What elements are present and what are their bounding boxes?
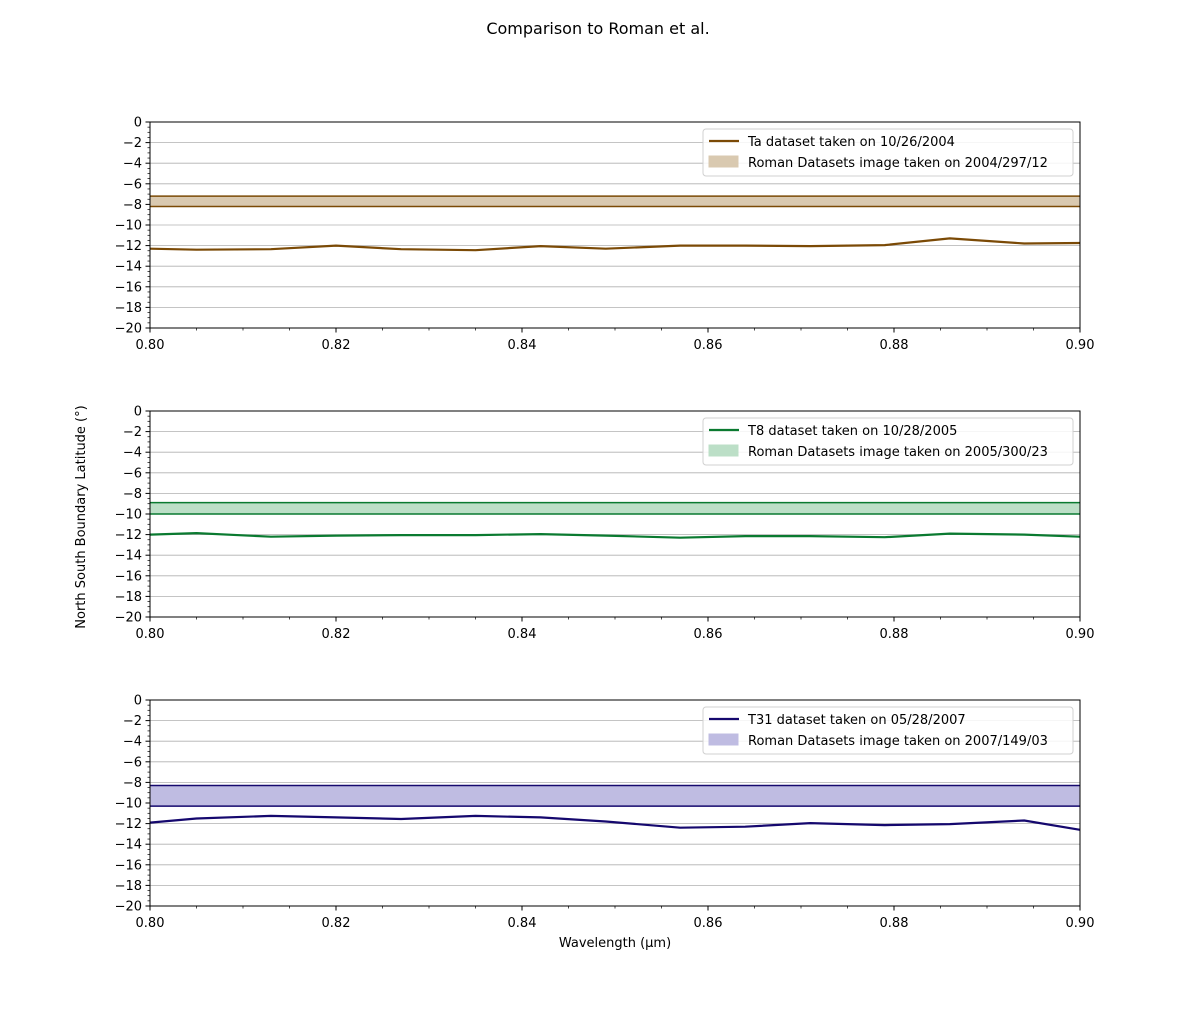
ta-ytick-label: −4 [123, 157, 142, 172]
ta-ytick-label: −8 [123, 198, 142, 213]
t31-ytick-label: −6 [123, 755, 142, 770]
t31-legend-series-label: T31 dataset taken on 05/28/2007 [747, 713, 966, 728]
t8-ytick-label: −2 [123, 425, 142, 440]
ta-legend-band-label: Roman Datasets image taken on 2004/297/1… [748, 156, 1048, 171]
t31-ytick-label: −4 [123, 735, 142, 750]
ta-xtick-label: 0.90 [1066, 338, 1095, 353]
t31-xtick-label: 0.88 [880, 916, 909, 931]
t31-ytick-label: −16 [115, 858, 142, 873]
ta-ytick-label: 0 [134, 116, 142, 131]
ta-ytick-label: −20 [115, 322, 142, 337]
t31-legend-band-label: Roman Datasets image taken on 2007/149/0… [748, 734, 1048, 749]
t31-ytick-label: −18 [115, 879, 142, 894]
ta-legend-band-swatch [709, 156, 738, 167]
t8-ytick-label: −16 [115, 569, 142, 584]
t31-ytick-label: −2 [123, 714, 142, 729]
ta-xtick-label: 0.86 [694, 338, 723, 353]
t8-ytick-label: −20 [115, 611, 142, 626]
t31-xtick-label: 0.86 [694, 916, 723, 931]
t8-ytick-label: −6 [123, 466, 142, 481]
x-axis-label: Wavelength (μm) [559, 936, 671, 951]
figure-title: Comparison to Roman et al. [486, 19, 709, 38]
ta-xtick-label: 0.80 [136, 338, 165, 353]
t31-xtick-label: 0.80 [136, 916, 165, 931]
t31-ytick-label: −12 [115, 817, 142, 832]
y-axis-label: North South Boundary Latitude (°) [74, 405, 89, 628]
ta-ytick-label: −12 [115, 239, 142, 254]
t8-ytick-label: −12 [115, 528, 142, 543]
ta-ytick-label: −18 [115, 301, 142, 316]
t8-ytick-label: −18 [115, 590, 142, 605]
t31-xtick-label: 0.84 [508, 916, 537, 931]
t8-xtick-label: 0.88 [880, 627, 909, 642]
ta-xtick-label: 0.82 [322, 338, 351, 353]
t8-ytick-label: −8 [123, 487, 142, 502]
t31-xtick-label: 0.82 [322, 916, 351, 931]
ta-ytick-label: −10 [115, 219, 142, 234]
t8-ytick-label: 0 [134, 405, 142, 420]
t8-xtick-label: 0.80 [136, 627, 165, 642]
ta-ytick-label: −6 [123, 177, 142, 192]
t8-xtick-label: 0.84 [508, 627, 537, 642]
t31-ytick-label: −20 [115, 900, 142, 915]
t31-ytick-label: −14 [115, 838, 142, 853]
ta-xtick-label: 0.84 [508, 338, 537, 353]
t8-legend-band-label: Roman Datasets image taken on 2005/300/2… [748, 445, 1048, 460]
ta-band-fill [150, 196, 1080, 206]
t31-xtick-label: 0.90 [1066, 916, 1095, 931]
t8-xtick-label: 0.90 [1066, 627, 1095, 642]
t8-ytick-label: −10 [115, 508, 142, 523]
ta-xtick-label: 0.88 [880, 338, 909, 353]
t8-legend-band-swatch [709, 445, 738, 456]
t8-xtick-label: 0.82 [322, 627, 351, 642]
ta-ytick-label: −2 [123, 136, 142, 151]
t8-legend-series-label: T8 dataset taken on 10/28/2005 [747, 424, 957, 439]
t8-ytick-label: −14 [115, 549, 142, 564]
t31-ytick-label: −8 [123, 776, 142, 791]
t31-ytick-label: 0 [134, 694, 142, 709]
t31-ytick-label: −10 [115, 797, 142, 812]
t31-legend-band-swatch [709, 734, 738, 745]
ta-ytick-label: −14 [115, 260, 142, 275]
t8-ytick-label: −4 [123, 446, 142, 461]
t31-band-fill [150, 785, 1080, 806]
ta-ytick-label: −16 [115, 280, 142, 295]
ta-legend-series-label: Ta dataset taken on 10/26/2004 [747, 135, 955, 150]
t8-band-fill [150, 503, 1080, 514]
t8-xtick-label: 0.86 [694, 627, 723, 642]
